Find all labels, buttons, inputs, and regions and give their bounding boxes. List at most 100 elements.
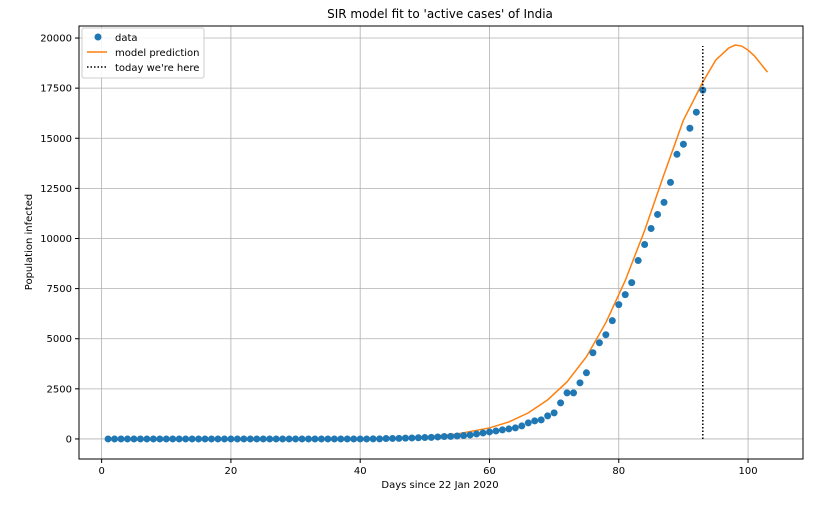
data-point <box>149 435 157 443</box>
data-point <box>473 430 481 438</box>
data-point <box>136 435 144 443</box>
legend-label-today: today we're here <box>115 63 199 74</box>
data-point <box>363 435 371 443</box>
data-point <box>511 424 519 432</box>
data-point <box>498 426 506 434</box>
data-point <box>104 435 112 443</box>
data-point <box>421 434 429 442</box>
legend-label-data: data <box>115 33 138 44</box>
data-point <box>208 435 216 443</box>
y-tick-label: 7500 <box>47 284 72 295</box>
data-point <box>253 435 261 443</box>
data-point <box>641 241 649 248</box>
data-point <box>337 435 345 443</box>
data-point <box>259 435 267 443</box>
data-point <box>531 417 539 425</box>
data-point <box>376 435 384 443</box>
data-point <box>654 210 662 218</box>
data-point <box>317 435 325 443</box>
ticks: 0 20 40 60 80 100 0 2500 5000 7500 10000 12500 15000… <box>40 34 757 477</box>
data-point <box>401 434 409 442</box>
data-point <box>227 435 235 443</box>
data-point <box>518 422 526 430</box>
data-point <box>169 435 177 443</box>
data-point <box>692 108 700 116</box>
data-point <box>492 427 500 435</box>
data-point <box>453 432 461 440</box>
y-tick-label: 2500 <box>47 384 72 395</box>
data-point <box>595 339 603 347</box>
y-tick-label: 15000 <box>40 134 72 145</box>
legend-box <box>81 27 205 79</box>
x-tick-label: 20 <box>225 466 238 477</box>
data-point <box>485 428 493 436</box>
data-point <box>156 435 164 443</box>
data-point <box>188 435 196 443</box>
data-point <box>292 435 300 443</box>
data-point <box>175 435 183 443</box>
data-point <box>162 435 170 443</box>
x-tick-label: 100 <box>739 466 758 477</box>
y-tick-label: 20000 <box>40 34 72 45</box>
data-point <box>143 435 151 443</box>
data-point <box>182 435 190 443</box>
data-point <box>666 178 674 186</box>
data-point <box>557 399 565 407</box>
data-point <box>673 150 681 158</box>
data-point <box>130 435 138 443</box>
x-tick-label: 60 <box>483 466 496 477</box>
data-point <box>311 435 319 443</box>
data-point <box>414 434 422 442</box>
data-point <box>195 435 203 443</box>
chart-title: SIR model fit to 'active cases' of India <box>327 7 553 21</box>
data-point <box>589 349 597 357</box>
data-point <box>479 429 487 437</box>
x-tick-label: 40 <box>354 466 367 477</box>
data-point <box>117 435 125 443</box>
data-point <box>240 435 248 443</box>
data-point <box>634 257 642 265</box>
data-point <box>699 86 707 94</box>
data-point <box>615 301 623 309</box>
data-point <box>505 425 513 433</box>
y-tick-label: 12500 <box>40 184 72 195</box>
data-point <box>628 279 636 287</box>
data-point <box>408 434 416 442</box>
data-point <box>356 435 364 443</box>
data-point <box>440 433 448 441</box>
legend-marker-data <box>94 33 102 41</box>
y-tick-label: 0 <box>66 434 72 445</box>
data-point <box>220 435 228 443</box>
y-tick-label: 10000 <box>40 234 72 245</box>
y-tick-label: 17500 <box>40 84 72 95</box>
data-point <box>389 434 397 442</box>
data-point <box>563 389 571 397</box>
axes-frame <box>78 25 804 460</box>
data-point <box>524 419 532 427</box>
data-point <box>285 435 293 443</box>
data-point <box>111 435 119 443</box>
data-point <box>621 291 629 299</box>
y-tick-label: 5000 <box>47 334 72 345</box>
y-axis-label: Population infected <box>24 194 35 290</box>
data-point <box>324 435 332 443</box>
data-point <box>582 369 590 377</box>
data-point <box>447 432 455 440</box>
x-axis-label: Days since 22 Jan 2020 <box>381 480 498 491</box>
plot-area <box>104 44 769 443</box>
legend-label-model: model prediction <box>115 48 200 59</box>
data-point <box>350 435 358 443</box>
data-point <box>272 435 280 443</box>
data-point <box>537 416 545 424</box>
data-point <box>544 412 552 420</box>
data-point <box>369 435 377 443</box>
data-point <box>330 435 338 443</box>
data-point <box>246 435 254 443</box>
data-point <box>427 433 435 441</box>
data-point <box>576 379 584 387</box>
data-point <box>608 317 616 325</box>
data-point <box>279 435 287 443</box>
data-point <box>647 224 655 232</box>
